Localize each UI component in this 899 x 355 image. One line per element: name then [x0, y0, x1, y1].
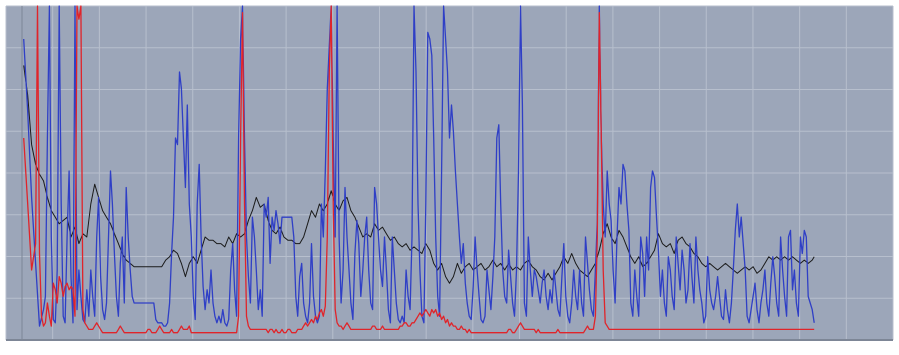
- series-layer: [23, 5, 815, 334]
- red-series-line: [23, 5, 815, 334]
- blue-series-line: [23, 5, 815, 327]
- axes: [6, 6, 893, 341]
